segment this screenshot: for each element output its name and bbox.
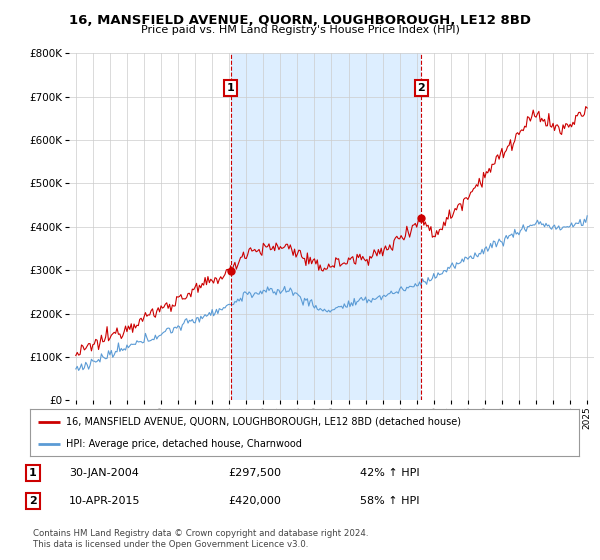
- Text: 2: 2: [29, 496, 37, 506]
- Text: 30-JAN-2004: 30-JAN-2004: [69, 468, 139, 478]
- Text: HPI: Average price, detached house, Charnwood: HPI: Average price, detached house, Char…: [65, 438, 302, 449]
- Bar: [230, 53, 421, 400]
- Text: 16, MANSFIELD AVENUE, QUORN, LOUGHBOROUGH, LE12 8BD: 16, MANSFIELD AVENUE, QUORN, LOUGHBOROUG…: [69, 14, 531, 27]
- Text: £297,500: £297,500: [228, 468, 281, 478]
- Text: Contains HM Land Registry data © Crown copyright and database right 2024.
This d: Contains HM Land Registry data © Crown c…: [33, 529, 368, 549]
- Text: 1: 1: [227, 83, 235, 93]
- Text: £420,000: £420,000: [228, 496, 281, 506]
- Text: 16, MANSFIELD AVENUE, QUORN, LOUGHBOROUGH, LE12 8BD (detached house): 16, MANSFIELD AVENUE, QUORN, LOUGHBOROUG…: [65, 417, 461, 427]
- Text: 2: 2: [418, 83, 425, 93]
- Text: Price paid vs. HM Land Registry's House Price Index (HPI): Price paid vs. HM Land Registry's House …: [140, 25, 460, 35]
- Text: 58% ↑ HPI: 58% ↑ HPI: [360, 496, 419, 506]
- Text: 1: 1: [29, 468, 37, 478]
- Text: 42% ↑ HPI: 42% ↑ HPI: [360, 468, 419, 478]
- Text: 10-APR-2015: 10-APR-2015: [69, 496, 140, 506]
